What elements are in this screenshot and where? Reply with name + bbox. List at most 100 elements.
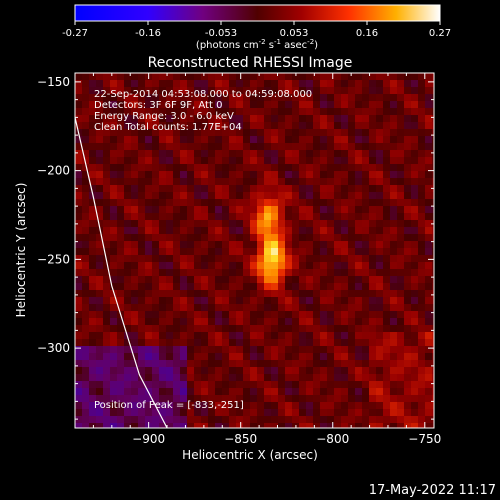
heatmap-cell (334, 157, 342, 165)
heatmap-cell (292, 136, 300, 144)
heatmap-cell (292, 346, 300, 354)
heatmap-cell (355, 283, 363, 291)
heatmap-cell (194, 129, 202, 137)
heatmap-cell (194, 395, 202, 403)
heatmap-cell (208, 206, 216, 214)
heatmap-cell (425, 94, 433, 102)
heatmap-cell (397, 150, 405, 158)
heatmap-cell (257, 248, 265, 256)
heatmap-cell (166, 94, 174, 102)
heatmap-cell (334, 234, 342, 242)
heatmap-cell (264, 304, 272, 312)
heatmap-cell (82, 416, 90, 424)
heatmap-cell (285, 94, 293, 102)
heatmap-cell (201, 199, 209, 207)
heatmap-cell (264, 297, 272, 305)
heatmap-cell (376, 213, 384, 221)
heatmap-cell (250, 157, 258, 165)
heatmap-cell (355, 185, 363, 193)
heatmap-cell (362, 318, 370, 326)
heatmap-cell (264, 353, 272, 361)
heatmap-cell (194, 248, 202, 256)
heatmap-cell (327, 248, 335, 256)
heatmap-cell (236, 192, 244, 200)
heatmap-cell (390, 101, 398, 109)
heatmap-cell (82, 248, 90, 256)
heatmap-cell (138, 262, 146, 270)
heatmap-cell (89, 227, 97, 235)
heatmap-cell (159, 206, 167, 214)
heatmap-cell (278, 94, 286, 102)
heatmap-cell (320, 206, 328, 214)
heatmap-cell (320, 73, 328, 81)
heatmap-cell (222, 311, 230, 319)
heatmap-cell (173, 122, 181, 130)
heatmap-cell (222, 185, 230, 193)
heatmap-cell (166, 234, 174, 242)
heatmap-cell (236, 395, 244, 403)
heatmap-cell (292, 381, 300, 389)
heatmap-cell (327, 101, 335, 109)
heatmap-cell (306, 164, 314, 172)
heatmap-cell (257, 339, 265, 347)
heatmap-cell (243, 94, 251, 102)
heatmap-cell (334, 269, 342, 277)
heatmap-cell (383, 381, 391, 389)
heatmap-cell (355, 220, 363, 228)
heatmap-cell (348, 388, 356, 396)
heatmap-cell (152, 94, 160, 102)
heatmap-cell (320, 199, 328, 207)
heatmap-cell (152, 360, 160, 368)
heatmap-cell (355, 136, 363, 144)
heatmap-cell (264, 290, 272, 298)
heatmap-cell (285, 185, 293, 193)
heatmap-cell (236, 248, 244, 256)
heatmap-cell (138, 164, 146, 172)
heatmap-cell (383, 395, 391, 403)
heatmap-cell (173, 199, 181, 207)
heatmap-cell (208, 346, 216, 354)
heatmap-cell (306, 353, 314, 361)
heatmap-cell (257, 388, 265, 396)
heatmap-cell (229, 220, 237, 228)
heatmap-cell (103, 206, 111, 214)
heatmap-cell (180, 297, 188, 305)
heatmap-cell (369, 87, 377, 95)
heatmap-cell (236, 416, 244, 424)
heatmap-cell (257, 360, 265, 368)
heatmap-cell (278, 192, 286, 200)
heatmap-cell (278, 374, 286, 382)
heatmap-cell (306, 178, 314, 186)
heatmap-cell (334, 304, 342, 312)
heatmap-cell (229, 416, 237, 424)
heatmap-cell (187, 318, 195, 326)
heatmap-cell (138, 108, 146, 116)
heatmap-cell (229, 262, 237, 270)
heatmap-cell (166, 360, 174, 368)
heatmap-cell (131, 227, 139, 235)
heatmap-cell (103, 304, 111, 312)
heatmap-cell (306, 213, 314, 221)
heatmap-cell (173, 269, 181, 277)
heatmap-cell (411, 374, 419, 382)
heatmap-cell (208, 269, 216, 277)
heatmap-cell (152, 381, 160, 389)
heatmap-cell (306, 220, 314, 228)
heatmap-cell (334, 346, 342, 354)
heatmap-cell (243, 346, 251, 354)
heatmap-cell (243, 269, 251, 277)
heatmap-cell (243, 276, 251, 284)
heatmap-cell (173, 290, 181, 298)
heatmap-cell (292, 297, 300, 305)
heatmap-cell (222, 199, 230, 207)
heatmap-cell (278, 332, 286, 340)
heatmap-cell (103, 283, 111, 291)
heatmap-cell (75, 178, 83, 186)
heatmap-cell (173, 234, 181, 242)
heatmap-cell (418, 339, 426, 347)
heatmap-cell (292, 367, 300, 375)
heatmap-cell (271, 395, 279, 403)
heatmap-cell (187, 73, 195, 81)
heatmap-cell (89, 87, 97, 95)
heatmap-cell (404, 73, 412, 81)
